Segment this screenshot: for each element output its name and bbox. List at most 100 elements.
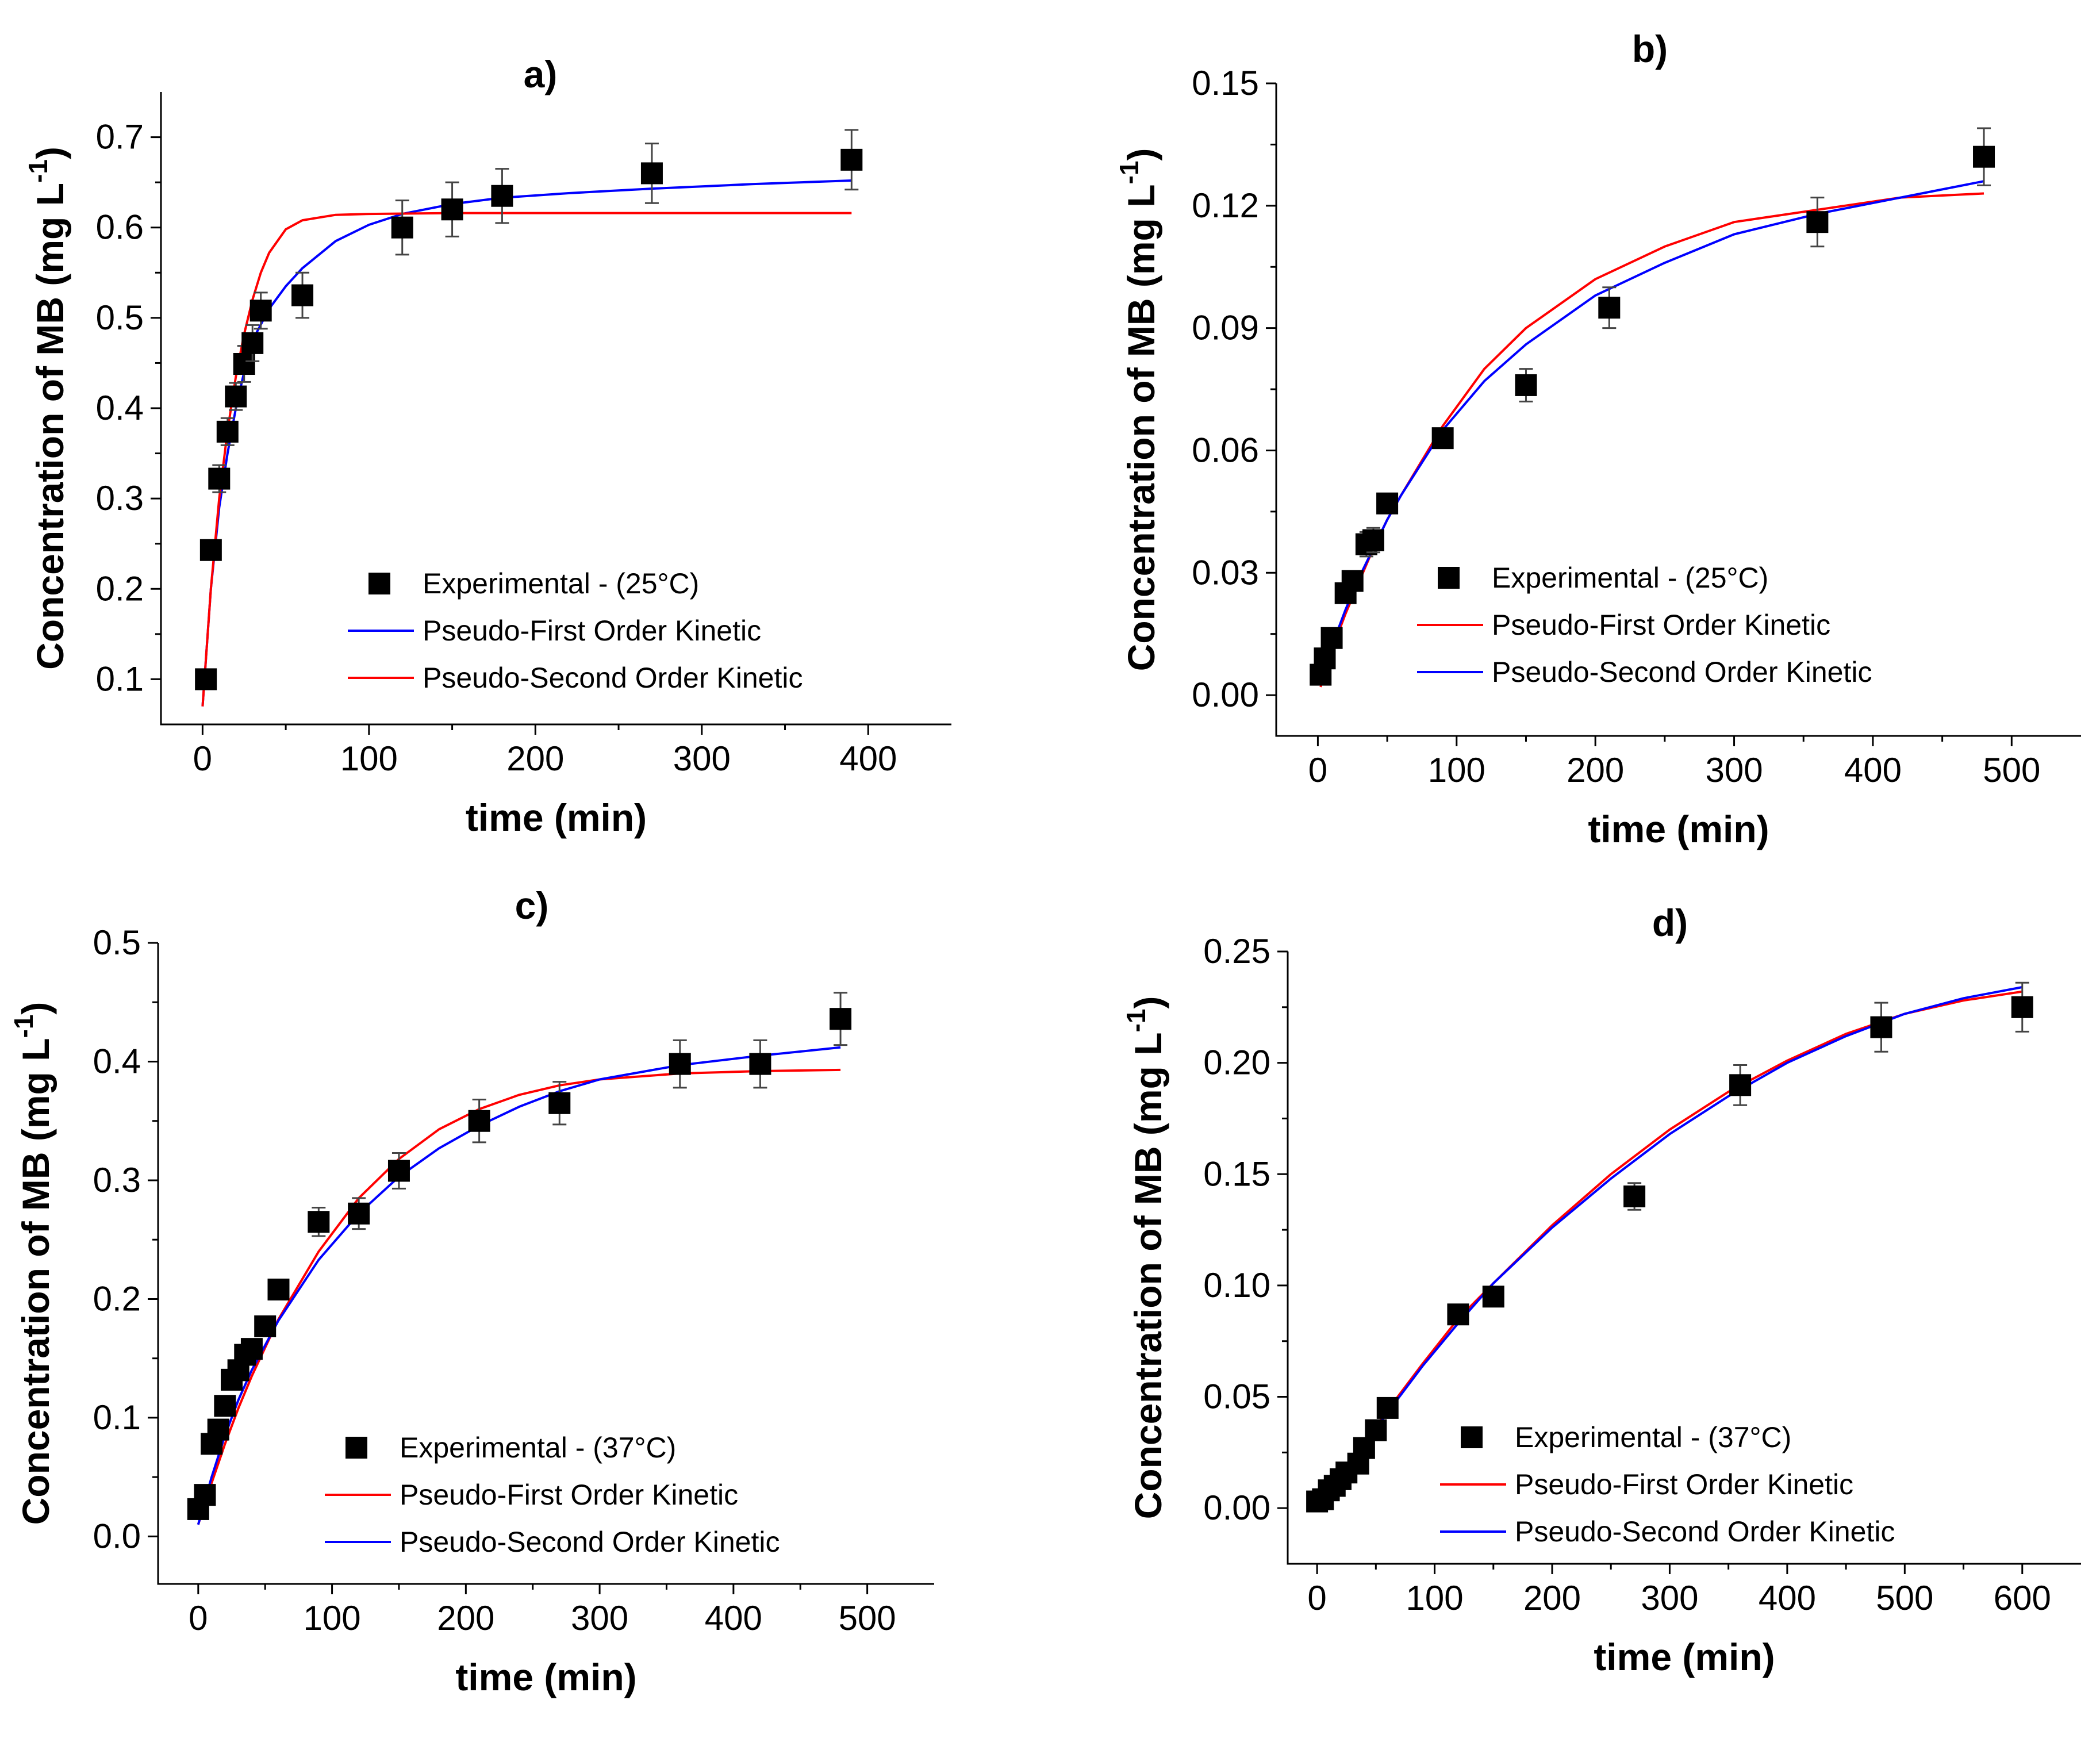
y-axis-title-superscript: -1 [9, 1015, 39, 1038]
panel-2: b) 0 100 200 300 400 500 0.00 0.03 0.06 0.09 0.12 0.… [1114, 28, 2081, 850]
data-point [1447, 1303, 1469, 1326]
legend-marker-experimental [1438, 567, 1460, 589]
y-tick-label: 0.1 [93, 1398, 141, 1437]
x-tick-label: 200 [1523, 1579, 1581, 1617]
data-point [1973, 145, 1995, 168]
data-point [1362, 529, 1384, 551]
series-line-1 [201, 179, 852, 707]
data-point [491, 185, 513, 207]
data-point [1482, 1286, 1504, 1308]
legend-marker-experimental [1461, 1426, 1483, 1448]
data-point [2011, 996, 2033, 1018]
y-tick-label: 0.7 [96, 118, 144, 156]
axes [1287, 952, 2081, 1565]
x-axis-title: time (min) [466, 796, 647, 839]
axes [160, 92, 951, 726]
x-tick-label: 0 [1308, 751, 1327, 789]
data-point [214, 1395, 236, 1417]
y-tick-label: 0.15 [1192, 64, 1259, 102]
y-axis-title-main: Concentration of MB (mg L [29, 183, 71, 670]
data-point [1729, 1074, 1752, 1096]
panel-3: c) 0 100 200 300 400 500 0.0 0.1 0.2 0.3 0.4 0.5 time… [9, 884, 934, 1698]
data-point [254, 1315, 277, 1337]
y-tick-label: 0.1 [96, 659, 144, 698]
y-tick-label: 0.00 [1203, 1488, 1270, 1527]
data-point [391, 216, 413, 239]
data-point [1376, 1396, 1399, 1419]
y-axis-title-close: ) [14, 1002, 57, 1015]
data-point [241, 332, 264, 354]
data-point [308, 1211, 330, 1233]
y-tick-label: 0.0 [93, 1517, 141, 1555]
data-point [267, 1278, 290, 1300]
legend: Experimental - (25°C) Pseudo-First Order … [348, 567, 803, 694]
legend-label-1: Pseudo-First Order Kinetic [400, 1479, 738, 1511]
data-point [348, 1202, 370, 1225]
legend-label-2: Pseudo-Second Order Kinetic [1492, 656, 1872, 688]
data-point [195, 668, 217, 690]
y-axis-title-superscript: -1 [1114, 161, 1144, 185]
panel-title: a) [524, 53, 558, 95]
x-tick-label: 0 [1307, 1579, 1326, 1617]
x-axis-title: time (min) [1588, 808, 1769, 850]
y-axis-title-main: Concentration of MB (mg L [1127, 1032, 1169, 1519]
y-tick-label: 0.20 [1203, 1043, 1270, 1082]
y-tick-label: 0.3 [93, 1161, 141, 1199]
y-tick-label: 0.3 [96, 479, 144, 517]
x-tick-label: 100 [304, 1599, 361, 1637]
x-tick-label: 600 [1994, 1579, 2051, 1617]
legend-label-experimental: Experimental - (25°C) [1492, 562, 1768, 594]
y-tick-label: 0.5 [96, 298, 144, 337]
panel-title: d) [1652, 901, 1688, 944]
data-point [194, 1484, 216, 1506]
x-tick-label: 300 [1705, 751, 1763, 789]
x-tick-label: 400 [1759, 1579, 1816, 1617]
data-point [830, 1008, 852, 1030]
panel-title: b) [1632, 28, 1668, 70]
legend-label-1: Pseudo-First Order Kinetic [1492, 609, 1830, 641]
data-point [1870, 1016, 1892, 1038]
x-tick-label: 100 [340, 739, 398, 778]
x-tick-label: 100 [1406, 1579, 1464, 1617]
y-tick-label: 0.09 [1192, 309, 1259, 347]
x-tick-label: 400 [705, 1599, 762, 1637]
x-tick-label: 500 [839, 1599, 896, 1637]
series-line-2 [201, 212, 852, 707]
data-point [840, 148, 863, 171]
data-point [207, 1418, 229, 1441]
panel-title: c) [515, 884, 549, 927]
legend-label-1: Pseudo-First Order Kinetic [423, 615, 761, 647]
data-point [208, 467, 231, 490]
legend-label-experimental: Experimental - (25°C) [423, 567, 699, 600]
y-axis-title-close: ) [1120, 148, 1162, 161]
y-tick-label: 0.05 [1203, 1378, 1270, 1416]
data-point [1598, 297, 1621, 319]
y-axis-title: Concentration of MB (mg L-1) [23, 147, 71, 670]
y-tick-label: 0.03 [1192, 553, 1259, 592]
data-point [225, 385, 247, 408]
x-tick-label: 0 [193, 739, 212, 778]
y-axis-title-superscript: -1 [23, 159, 53, 183]
panel-4: d) 0 100 200 300 400 500 600 0.00 0.05 0.10 0.15 0.2… [1121, 901, 2081, 1678]
data-point [1515, 374, 1537, 396]
x-tick-label: 200 [506, 739, 564, 778]
data-point [1623, 1185, 1646, 1207]
y-tick-label: 0.10 [1203, 1266, 1270, 1305]
x-tick-label: 100 [1428, 751, 1485, 789]
y-axis-title-close: ) [29, 147, 71, 159]
x-axis-title: time (min) [1594, 1636, 1775, 1678]
y-tick-label: 0.6 [96, 208, 144, 247]
legend: Experimental - (37°C) Pseudo-First Order … [325, 1432, 780, 1558]
x-axis-title: time (min) [455, 1656, 636, 1698]
series-line-2 [1319, 180, 1984, 684]
y-tick-label: 0.2 [93, 1279, 141, 1318]
y-axis-title-main: Concentration of MB (mg L [1120, 184, 1162, 671]
y-axis-title-close: ) [1127, 996, 1169, 1009]
data-point [199, 539, 222, 561]
data-point [640, 162, 663, 185]
data-point [749, 1053, 771, 1075]
data-point [387, 1160, 410, 1182]
x-tick-label: 500 [1876, 1579, 1933, 1617]
y-axis-title-superscript: -1 [1121, 1009, 1151, 1033]
x-tick-label: 300 [1641, 1579, 1698, 1617]
